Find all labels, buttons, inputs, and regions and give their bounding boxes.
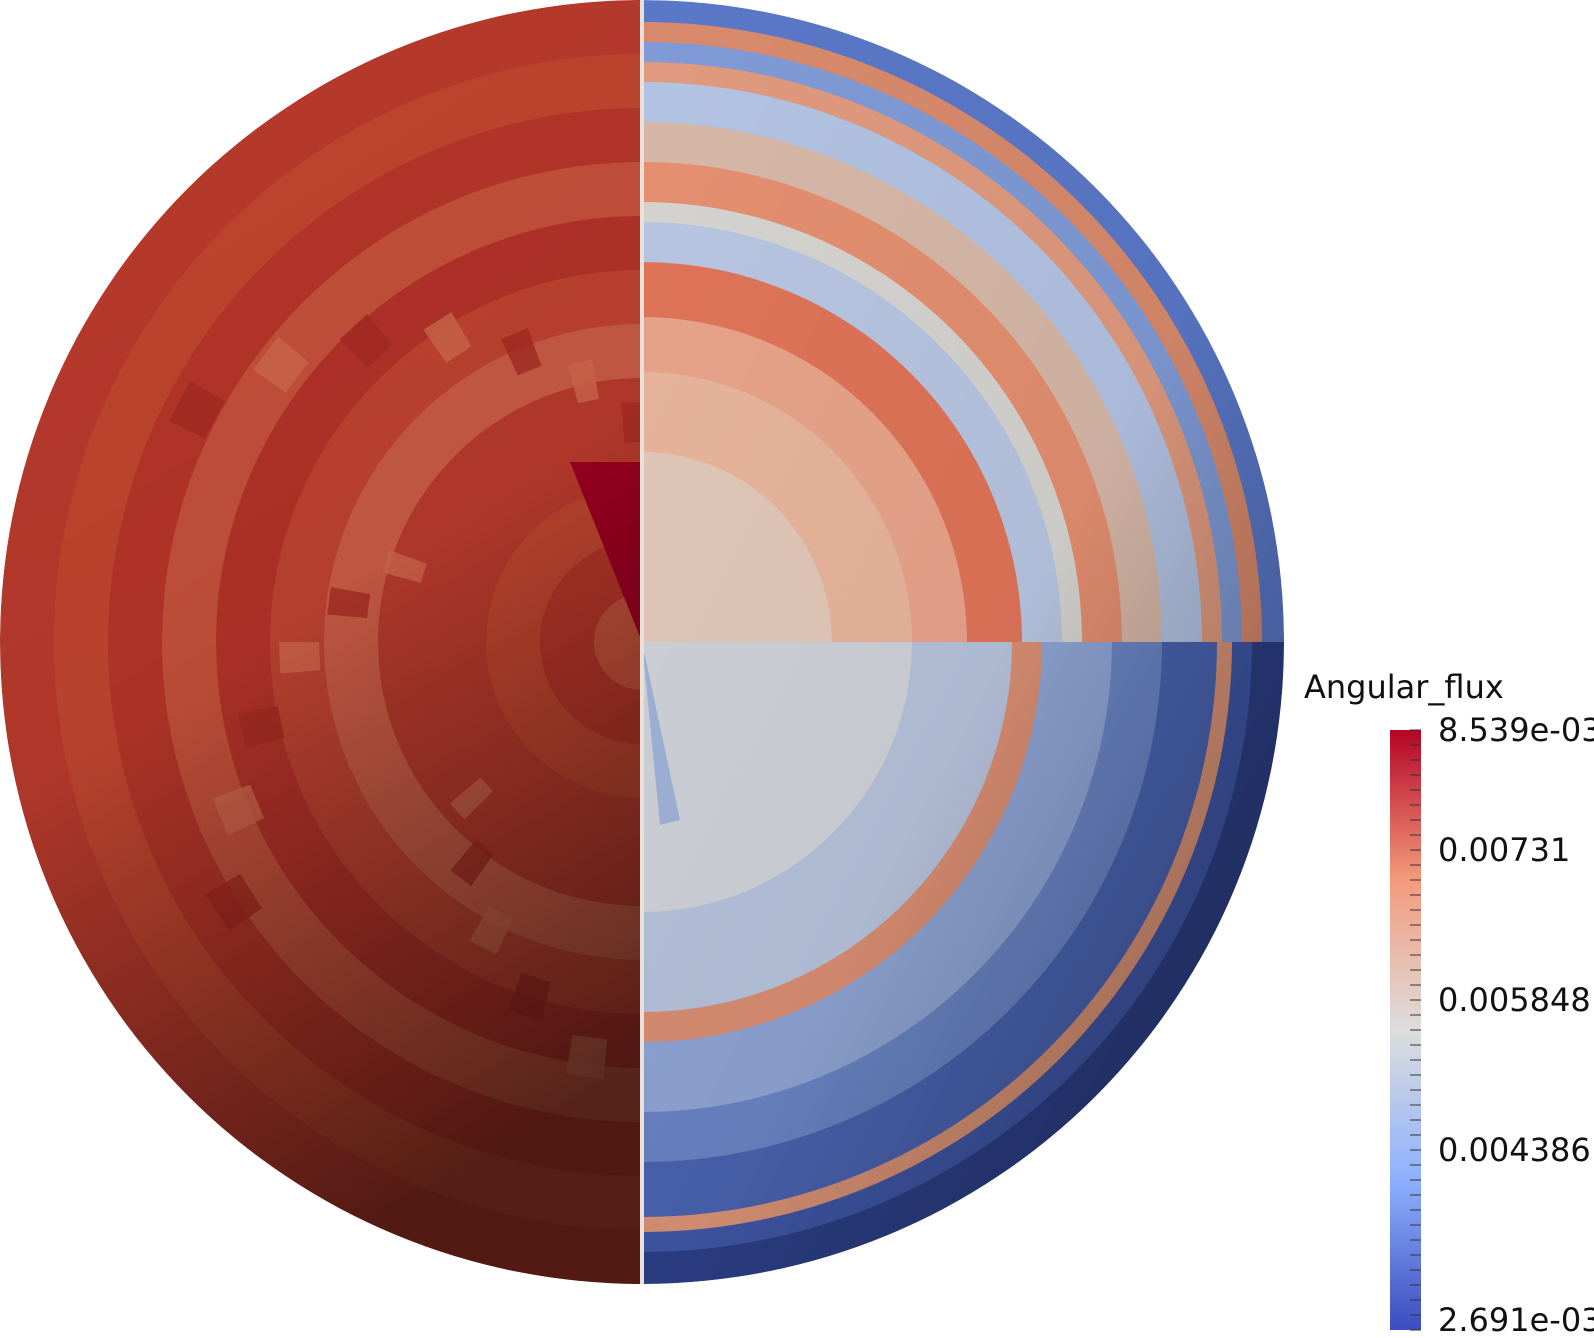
colorbar-label: 8.539e-03 xyxy=(1438,711,1594,749)
colorbar-label: 2.691e-03 xyxy=(1438,1301,1594,1338)
shading xyxy=(0,0,642,1284)
sphere xyxy=(0,0,1284,1284)
colorbar-label: 0.00731 xyxy=(1438,831,1570,869)
colorbar-label: 0.005848 xyxy=(1438,981,1591,1019)
colorbar-ticks xyxy=(1410,729,1421,1331)
legend-title: Angular_flux xyxy=(1304,668,1504,706)
colorbar-label: 0.004386 xyxy=(1438,1131,1591,1169)
shading xyxy=(642,0,1284,1284)
